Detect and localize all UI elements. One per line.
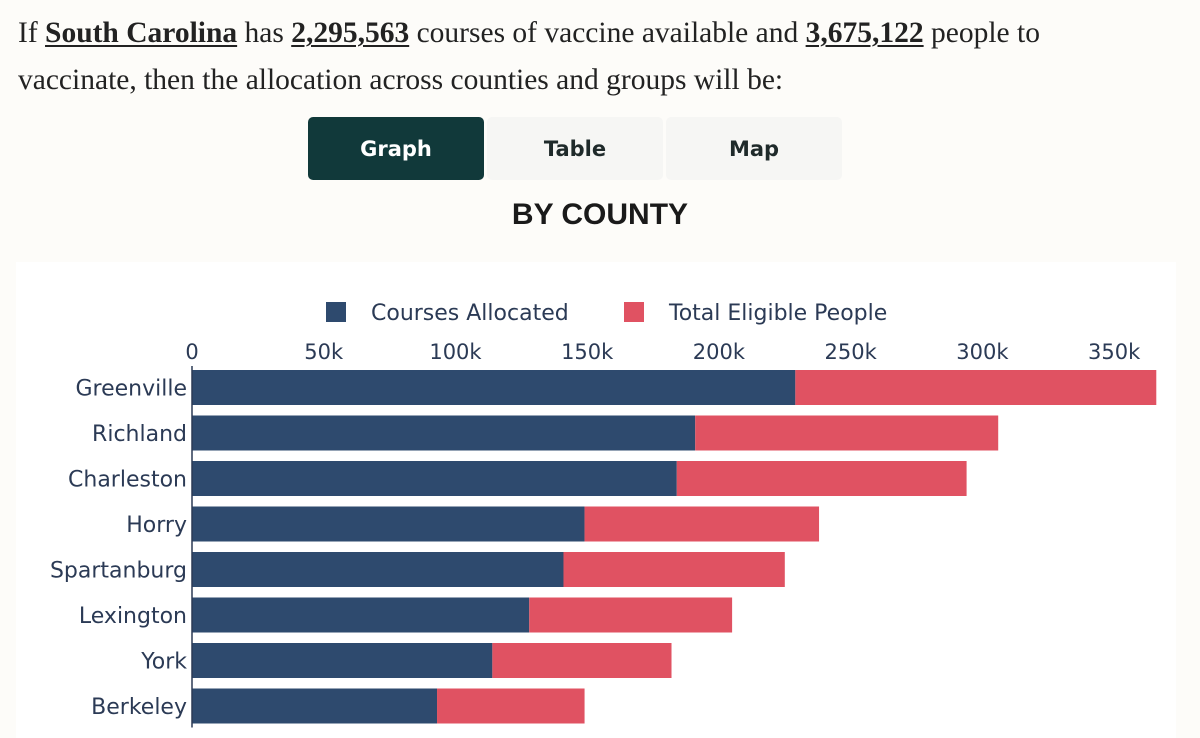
people-to-vaccinate-value[interactable]: 3,675,122 xyxy=(805,17,924,49)
intro-suffix: people to xyxy=(923,17,1040,49)
intro-prefix: If xyxy=(18,17,46,49)
bar-total-eligible xyxy=(529,597,733,633)
county-bar-chart: Courses Allocated Total Eligible People 0 5… xyxy=(50,301,1157,728)
x-tick-label: 200k xyxy=(693,340,746,364)
legend-swatch-eligible xyxy=(624,302,644,322)
bar-courses-allocated xyxy=(192,643,493,678)
intro-line2: vaccinate, then the allocation across co… xyxy=(18,64,784,96)
x-tick-label: 350k xyxy=(1088,340,1141,364)
x-tick-label: 100k xyxy=(429,340,482,364)
chart-title: BY COUNTY xyxy=(511,198,689,231)
x-tick-label: 300k xyxy=(956,340,1009,364)
y-tick-label: York xyxy=(140,650,187,675)
legend-swatch-courses xyxy=(326,302,346,322)
bar-total-eligible xyxy=(795,370,1157,405)
intro-middle: courses of vaccine available and xyxy=(409,17,806,49)
bar-courses-allocated xyxy=(192,597,530,633)
chart-panel: Courses Allocated Total Eligible People 0 5… xyxy=(16,262,1176,738)
y-tick-label: Greenville xyxy=(75,377,187,402)
bar-courses-allocated xyxy=(192,688,438,724)
legend-label-eligible: Total Eligible People xyxy=(668,301,887,326)
intro-paragraph: If South Carolina has 2,295,563 courses … xyxy=(18,10,1193,104)
x-tick-label: 250k xyxy=(825,340,878,364)
bar-total-eligible xyxy=(492,643,672,678)
bar-total-eligible xyxy=(695,415,999,451)
bar-total-eligible xyxy=(563,552,785,587)
legend-label-courses: Courses Allocated xyxy=(371,301,569,326)
x-tick-label: 150k xyxy=(561,340,614,364)
y-tick-label: Horry xyxy=(126,513,187,538)
y-tick-label: Spartanburg xyxy=(50,559,187,584)
y-tick-label: Richland xyxy=(92,422,187,447)
bar-total-eligible xyxy=(676,461,967,496)
bar-courses-allocated xyxy=(192,552,564,587)
y-tick-label: Charleston xyxy=(68,468,187,493)
y-tick-label: Lexington xyxy=(79,604,187,629)
bar-total-eligible xyxy=(437,688,585,724)
view-tabs: Graph Table Map xyxy=(308,117,842,180)
bar-courses-allocated xyxy=(192,506,585,542)
tab-graph[interactable]: Graph xyxy=(308,117,484,180)
bar-total-eligible xyxy=(584,506,820,542)
bar-courses-allocated xyxy=(192,461,677,496)
tab-table[interactable]: Table xyxy=(487,117,663,180)
intro-has: has xyxy=(237,17,292,49)
x-tick-label: 0 xyxy=(185,340,198,364)
bar-courses-allocated xyxy=(192,415,696,451)
y-tick-label: Berkeley xyxy=(91,695,187,720)
bar-courses-allocated xyxy=(192,370,796,405)
tab-map[interactable]: Map xyxy=(666,117,842,180)
state-value[interactable]: South Carolina xyxy=(45,17,238,49)
courses-available-value[interactable]: 2,295,563 xyxy=(291,17,410,49)
x-tick-label: 50k xyxy=(304,340,344,364)
